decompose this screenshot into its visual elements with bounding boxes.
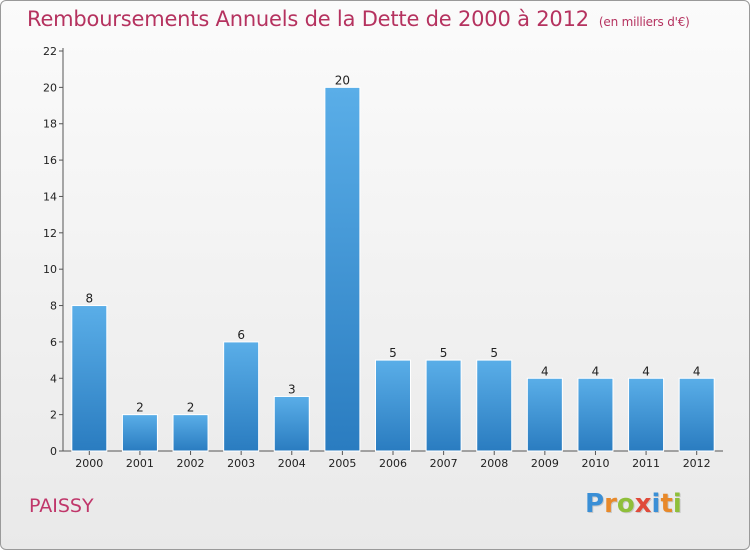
bar-value-label: 6 [237, 328, 245, 342]
logo-letter: i [672, 489, 682, 519]
x-tick-label: 2002 [177, 457, 205, 470]
logo-letter: r [604, 489, 617, 519]
bar-value-label: 20 [335, 73, 350, 87]
bar-value-label: 5 [440, 346, 448, 360]
bar [324, 86, 361, 452]
proxiti-logo: Proxiti [585, 489, 682, 519]
logo-letter: o [616, 489, 635, 519]
y-tick-label: 6 [50, 336, 57, 349]
x-tick-label: 2007 [430, 457, 458, 470]
x-tick-label: 2010 [581, 457, 609, 470]
location-name: PAISSY [29, 495, 94, 517]
bar [425, 359, 462, 452]
bar-value-label: 3 [288, 382, 296, 396]
y-tick-label: 0 [50, 445, 57, 458]
y-tick-label: 18 [43, 118, 57, 131]
x-tick-label: 2005 [328, 457, 356, 470]
x-tick-label: 2012 [683, 457, 711, 470]
x-tick-label: 2003 [227, 457, 255, 470]
chart-title: Remboursements Annuels de la Dette de 20… [27, 7, 690, 31]
bar-value-label: 5 [389, 346, 397, 360]
x-tick-label: 2006 [379, 457, 407, 470]
bar-value-label: 4 [592, 364, 600, 378]
x-tick-label: 2004 [278, 457, 306, 470]
x-tick-label: 2000 [75, 457, 103, 470]
x-tick-label: 2008 [480, 457, 508, 470]
bar-value-label: 4 [693, 364, 701, 378]
y-tick-label: 20 [43, 81, 57, 94]
bar-value-label: 4 [642, 364, 650, 378]
bar-value-label: 5 [490, 346, 498, 360]
bar-value-label: 2 [187, 401, 195, 415]
logo-letter: P [585, 489, 605, 519]
x-tick-label: 2011 [632, 457, 660, 470]
bar [273, 395, 310, 452]
y-tick-label: 22 [43, 45, 57, 58]
y-tick-label: 8 [50, 300, 57, 313]
x-tick-label: 2009 [531, 457, 559, 470]
chart-title-text: Remboursements Annuels de la Dette de 20… [27, 7, 589, 31]
logo-letter: t [660, 489, 673, 519]
bar [476, 359, 513, 452]
x-tick-label: 2001 [126, 457, 154, 470]
y-tick-label: 16 [43, 154, 57, 167]
y-tick-label: 10 [43, 263, 57, 276]
bar-value-label: 2 [136, 401, 144, 415]
y-tick-label: 4 [50, 372, 57, 385]
chart-unit-label: (en milliers d'€) [598, 15, 690, 29]
y-tick-label: 2 [50, 409, 57, 422]
bar [375, 359, 411, 452]
y-tick-label: 14 [43, 190, 57, 203]
bar [223, 341, 260, 452]
bar-value-label: 4 [541, 364, 549, 378]
bar-value-label: 8 [85, 292, 93, 306]
logo-letter: x [634, 489, 652, 519]
bar [526, 377, 563, 452]
bar [121, 414, 158, 452]
bar [172, 414, 209, 452]
y-tick-label: 12 [43, 227, 57, 240]
logo-letter: i [651, 489, 661, 519]
bar [71, 305, 108, 452]
bar [577, 377, 614, 452]
bar [678, 377, 715, 452]
bar [628, 377, 665, 452]
